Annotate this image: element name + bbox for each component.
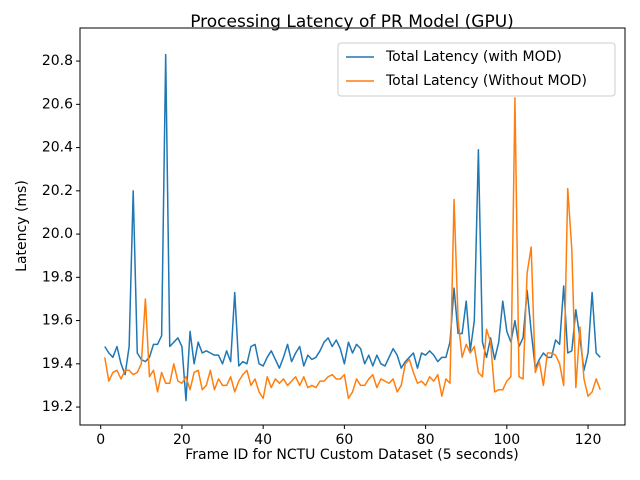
- y-tick-label: 20.2: [42, 183, 73, 199]
- x-tick-label: 100: [493, 432, 520, 448]
- series-line: [104, 53, 601, 402]
- series-line: [104, 97, 601, 400]
- x-tick-label: 40: [254, 432, 272, 448]
- x-tick-label: 60: [335, 432, 353, 448]
- y-tick-label: 20.4: [42, 140, 73, 156]
- x-tick-label: 20: [173, 432, 191, 448]
- legend-label: Total Latency (with MOD): [385, 49, 562, 65]
- axes-frame: [79, 27, 626, 426]
- x-axis-label: Frame ID for NCTU Custom Dataset (5 seco…: [185, 447, 519, 463]
- y-tick-label: 20.6: [42, 96, 73, 112]
- y-tick-label: 19.4: [42, 356, 73, 372]
- y-tick-label: 19.8: [42, 269, 73, 285]
- y-tick-label: 19.2: [42, 399, 73, 415]
- x-tick-label: 0: [96, 432, 105, 448]
- chart-title: Processing Latency of PR Model (GPU): [190, 12, 514, 32]
- x-tick-label: 120: [575, 432, 602, 448]
- y-tick-label: 20.0: [42, 226, 73, 242]
- y-tick-label: 19.6: [42, 313, 73, 329]
- legend-box: [337, 42, 616, 97]
- legend-label: Total Latency (Without MOD): [385, 73, 587, 89]
- y-axis-label: Latency (ms): [14, 180, 30, 272]
- x-tick-label: 80: [417, 432, 435, 448]
- y-tick-label: 20.8: [42, 53, 73, 69]
